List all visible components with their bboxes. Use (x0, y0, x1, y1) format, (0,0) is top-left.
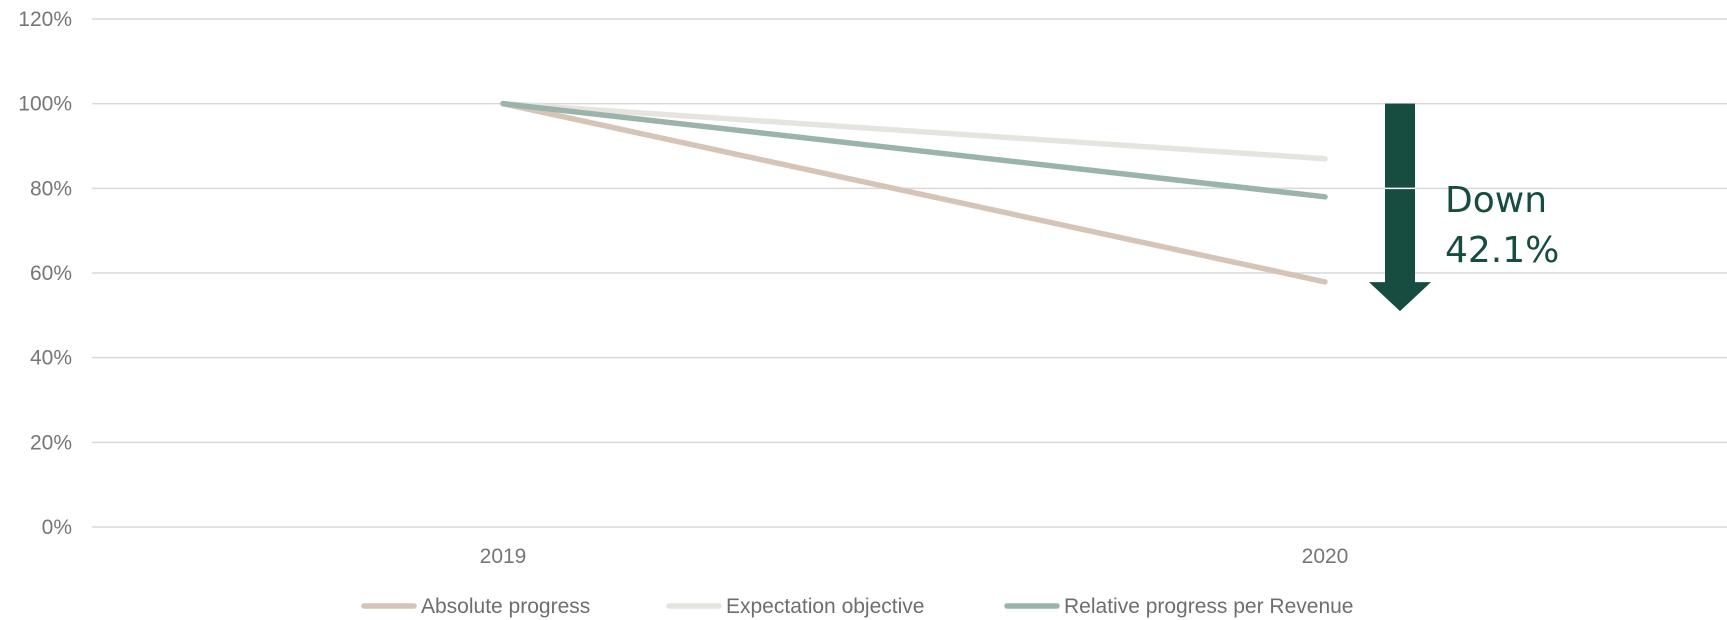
series-lines (500, 100, 1328, 285)
x-tick-label: 2020 (1302, 545, 1349, 568)
x-axis: 2019 2020 (480, 545, 1349, 568)
y-tick-label: 60% (30, 262, 72, 285)
y-tick-label: 100% (18, 93, 72, 116)
y-tick-label: 40% (30, 347, 72, 370)
series-line (500, 100, 1328, 200)
down-arrow-icon (1369, 103, 1431, 312)
legend-label: Absolute progress (421, 595, 590, 618)
gridlines (92, 18, 1727, 528)
legend-label: Relative progress per Revenue (1064, 595, 1354, 618)
y-tick-label: 120% (18, 8, 72, 31)
legend: Absolute progress Expectation objective Re… (361, 595, 1354, 618)
annotation-label-line2: 42.1% (1445, 230, 1559, 271)
y-tick-label: 20% (30, 431, 72, 454)
y-tick-label: 0% (42, 516, 72, 539)
series-line (500, 100, 1328, 162)
y-axis: 0% 20% 40% 60% 80% 100% 120% (18, 8, 72, 539)
annotation-label-line1: Down (1445, 180, 1547, 221)
y-tick-label: 80% (30, 177, 72, 200)
x-tick-label: 2019 (480, 545, 527, 568)
legend-label: Expectation objective (726, 595, 924, 618)
annotation: Down 42.1% (1369, 103, 1559, 312)
series-line (500, 100, 1328, 285)
